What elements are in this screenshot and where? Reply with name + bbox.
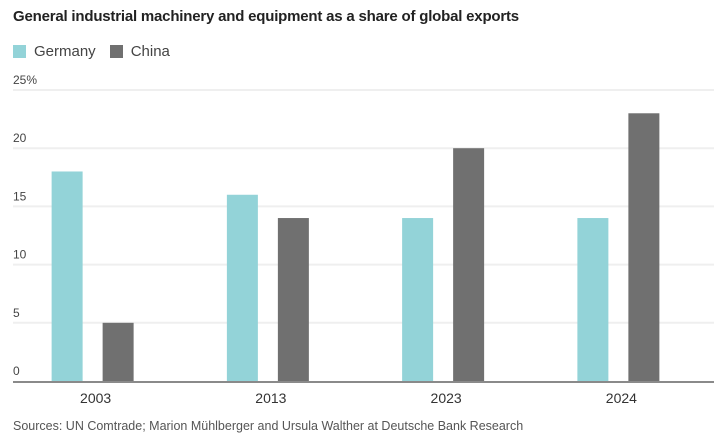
- bar-china-2003: [102, 322, 134, 381]
- bar-china-2023: [453, 148, 485, 381]
- bar-china-2024: [628, 113, 660, 381]
- x-tick-label: 2013: [255, 390, 286, 406]
- legend-swatch-china: [109, 45, 123, 58]
- bar-germany-2003: [51, 171, 83, 381]
- legend-item-china: China: [109, 43, 170, 60]
- x-tick-label: 2023: [431, 390, 462, 406]
- bar-germany-2013: [226, 194, 258, 381]
- x-tick-label: 2024: [606, 390, 637, 406]
- legend-swatch-germany: [13, 45, 26, 58]
- legend-label-china: China: [130, 43, 170, 60]
- y-tick-label: 15: [13, 189, 27, 203]
- y-tick-label: 25%: [13, 73, 37, 87]
- source-note: Sources: UN Comtrade; Marion Mühlberger …: [13, 419, 524, 433]
- y-tick-label: 20: [13, 131, 27, 145]
- x-tick-label: 2003: [80, 390, 111, 406]
- legend-item-germany: Germany: [13, 43, 96, 60]
- bar-china-2013: [277, 218, 309, 381]
- bar-germany-2024: [577, 218, 609, 381]
- y-tick-label: 10: [13, 248, 27, 262]
- bar-germany-2023: [402, 218, 434, 381]
- chart-title: General industrial machinery and equipme…: [13, 8, 519, 25]
- legend-label-germany: Germany: [34, 43, 96, 60]
- legend: Germany China: [13, 43, 184, 60]
- y-tick-label: 5: [13, 306, 20, 320]
- y-tick-label: 0: [13, 364, 20, 378]
